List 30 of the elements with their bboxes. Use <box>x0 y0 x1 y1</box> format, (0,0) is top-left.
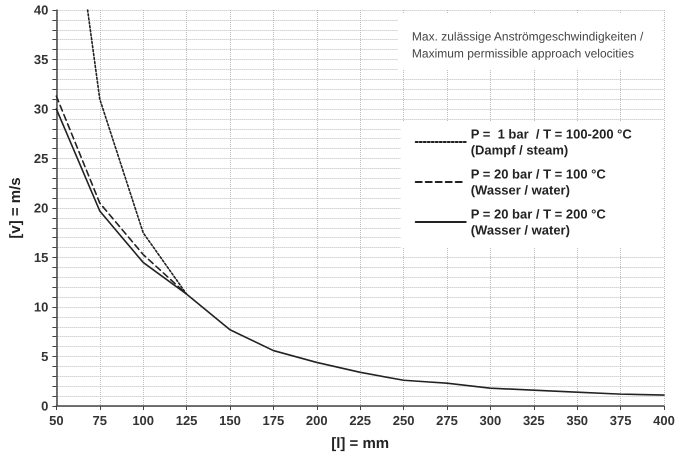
y-tick-label: 0 <box>41 398 48 414</box>
x-tick-label: 300 <box>480 413 502 428</box>
x-tick-label: 200 <box>306 413 328 428</box>
text: Max. zulässige Anströmgeschwindigkeiten / Maximum permissible approach velocities <box>412 30 644 60</box>
x-tick-label: 275 <box>436 413 458 428</box>
x-tick-label: 150 <box>219 413 241 428</box>
y-tick-label: 25 <box>34 151 48 166</box>
y-tick-label: 35 <box>34 52 48 67</box>
legend-label: P = 20 bar / T = 100 °C (Wasser / water) <box>470 166 606 198</box>
x-axis-title: [l] = mm <box>331 435 390 452</box>
x-tick-label: 400 <box>653 413 675 428</box>
y-axis-title: [v] = m/s <box>7 177 24 239</box>
x-tick-label: 75 <box>92 413 107 428</box>
legend-label: P = 20 bar / T = 200 °C (Wasser / water) <box>470 206 606 238</box>
y-tick-label: 5 <box>41 349 48 364</box>
y-tick-label: 30 <box>34 102 48 116</box>
x-tick-label: 375 <box>610 413 632 428</box>
x-tick-label: 325 <box>522 413 545 428</box>
x-tick-label: 175 <box>262 413 284 428</box>
legend-label: P = 1 bar / T = 100-200 °C (Dampf / steam) <box>470 126 632 158</box>
x-tick-label: 50 <box>49 413 64 428</box>
x-tick-label: 350 <box>566 413 588 428</box>
y-tick-label: 15 <box>34 250 48 265</box>
x-tick-label: 250 <box>392 413 414 428</box>
x-tick-label: 100 <box>132 413 154 428</box>
x-tick-label: 125 <box>176 413 198 428</box>
y-tick-label: 10 <box>34 300 48 314</box>
y-tick-label: 40 <box>34 2 48 18</box>
y-tick-label: 20 <box>34 200 48 216</box>
x-tick-label: 225 <box>349 413 372 428</box>
